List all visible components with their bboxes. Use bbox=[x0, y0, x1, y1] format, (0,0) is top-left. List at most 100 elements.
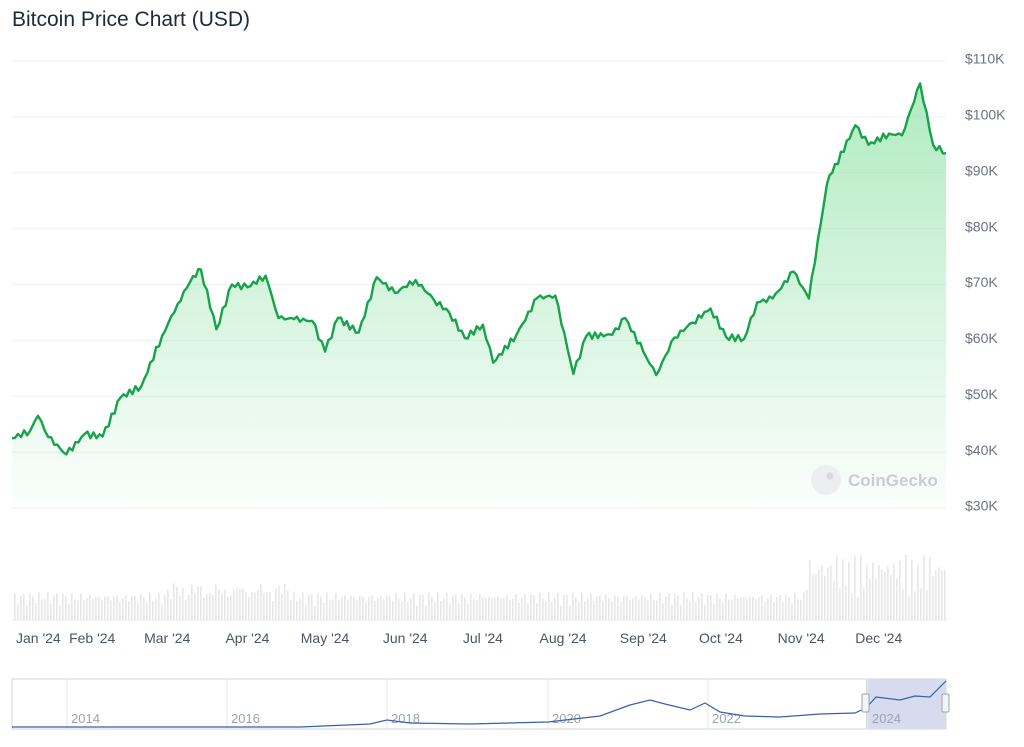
volume-bar bbox=[563, 594, 565, 620]
volume-bar bbox=[596, 596, 598, 620]
volume-bar bbox=[254, 592, 256, 620]
volume-bar bbox=[29, 593, 31, 620]
volume-bar bbox=[143, 597, 145, 620]
volume-bar bbox=[188, 594, 190, 620]
volume-bar bbox=[233, 589, 235, 620]
volume-bar bbox=[146, 602, 148, 620]
volume-bar bbox=[554, 597, 556, 620]
volume-bar bbox=[419, 594, 421, 620]
volume-bar bbox=[758, 597, 760, 620]
price-line[interactable] bbox=[11, 82, 947, 456]
y-tick-label: $60K bbox=[965, 330, 998, 346]
volume-bar bbox=[98, 597, 100, 620]
volume-bar bbox=[224, 589, 226, 620]
volume-bar bbox=[266, 592, 268, 620]
volume-bar bbox=[344, 595, 346, 620]
navigator-left-handle[interactable] bbox=[861, 693, 870, 713]
volume-bar bbox=[500, 598, 502, 620]
navigator-right-handle[interactable] bbox=[941, 693, 950, 713]
watermark-label: CoinGecko bbox=[848, 471, 938, 490]
volume-bar bbox=[719, 598, 721, 620]
volume-bar bbox=[341, 597, 343, 620]
volume-bar bbox=[809, 559, 811, 620]
volume-bar bbox=[812, 574, 814, 620]
volume-bar bbox=[185, 599, 187, 620]
volume-bar bbox=[212, 594, 214, 620]
volume-bar bbox=[104, 596, 106, 620]
volume-bar bbox=[365, 601, 367, 620]
volume-bar bbox=[818, 569, 820, 620]
volume-bar bbox=[524, 594, 526, 620]
volume-bar bbox=[737, 598, 739, 620]
x-axis: Jan '24 Feb '24 Mar '24 Apr '24 May '24 Jun '… bbox=[16, 630, 902, 646]
volume-bar bbox=[539, 592, 541, 620]
volume-bar bbox=[551, 601, 553, 620]
volume-bar bbox=[476, 600, 478, 620]
volume-bar bbox=[647, 600, 649, 620]
volume-bar bbox=[728, 599, 730, 620]
volume-bar bbox=[377, 598, 379, 620]
volume-bar bbox=[293, 592, 295, 620]
volume-bar bbox=[740, 597, 742, 620]
volume-bar bbox=[623, 596, 625, 620]
volume-bar bbox=[83, 599, 85, 620]
x-tick-label: Sep '24 bbox=[620, 630, 667, 646]
y-tick-label: $30K bbox=[965, 498, 998, 514]
volume-bar bbox=[878, 564, 880, 620]
volume-bar bbox=[674, 594, 676, 620]
volume-bar bbox=[893, 563, 895, 620]
volume-bar bbox=[425, 605, 427, 620]
volume-bar bbox=[542, 598, 544, 620]
volume-bar bbox=[203, 597, 205, 620]
volume-bar bbox=[761, 595, 763, 620]
volume-bar bbox=[530, 594, 532, 620]
volume-bar bbox=[584, 601, 586, 620]
volume-bar bbox=[644, 597, 646, 620]
volume-bar bbox=[638, 599, 640, 620]
volume-bar bbox=[602, 600, 604, 620]
volume-bar bbox=[932, 576, 934, 620]
volume-bar bbox=[23, 594, 25, 620]
navigator-tick-label: 2024 bbox=[872, 711, 901, 726]
volume-bar bbox=[713, 604, 715, 620]
volume-bar bbox=[380, 595, 382, 620]
volume-bar bbox=[683, 592, 685, 620]
volume-bar bbox=[452, 595, 454, 620]
volume-bar bbox=[68, 604, 70, 620]
page-title: Bitcoin Price Chart (USD) bbox=[12, 8, 251, 31]
volume-bar bbox=[434, 601, 436, 620]
volume-bar bbox=[74, 599, 76, 620]
volume-bar bbox=[860, 555, 862, 620]
volume-bar bbox=[470, 593, 472, 620]
volume-bar bbox=[137, 601, 139, 620]
volume-bar bbox=[692, 592, 694, 620]
volume-bar bbox=[194, 593, 196, 620]
volume-bar bbox=[62, 593, 64, 620]
volume-bar bbox=[41, 599, 43, 620]
range-navigator[interactable]: 2014 2016 2018 2020 2022 2024 bbox=[11, 678, 950, 730]
volume-bar bbox=[791, 602, 793, 620]
volume-bar bbox=[590, 593, 592, 620]
volume-bar bbox=[17, 604, 19, 620]
volume-bar bbox=[239, 588, 241, 620]
volume-bar bbox=[311, 594, 313, 620]
volume-bar bbox=[110, 600, 112, 620]
volume-bar bbox=[416, 605, 418, 620]
volume-bar bbox=[839, 588, 841, 620]
volume-bar bbox=[89, 595, 91, 620]
volume-bar bbox=[209, 593, 211, 620]
y-tick-label: $50K bbox=[965, 386, 998, 402]
volume-bar bbox=[533, 595, 535, 620]
x-tick-label: Mar '24 bbox=[144, 630, 190, 646]
volume-bar bbox=[923, 555, 925, 620]
y-tick-label: $80K bbox=[965, 218, 998, 234]
volume-bar bbox=[14, 593, 16, 620]
volume-bar bbox=[938, 567, 940, 620]
navigator-selection[interactable] bbox=[866, 679, 946, 729]
volume-bar bbox=[35, 603, 37, 620]
volume-bar bbox=[848, 562, 850, 620]
volume-bar bbox=[617, 597, 619, 620]
navigator-tick-label: 2016 bbox=[231, 711, 260, 726]
volume-bar bbox=[248, 596, 250, 620]
